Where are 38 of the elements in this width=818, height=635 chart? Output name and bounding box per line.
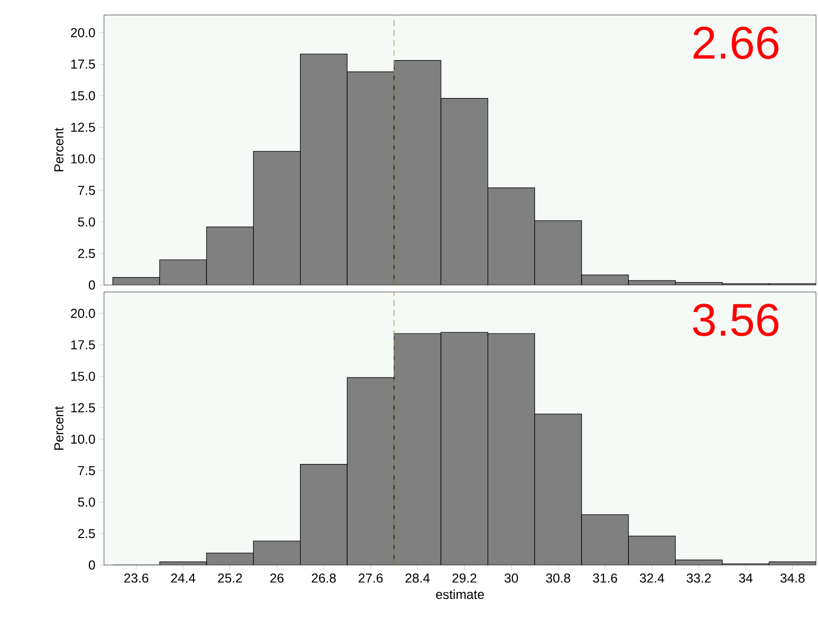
x-tick-label: 29.2 bbox=[452, 573, 476, 583]
x-tick-label: 34 bbox=[738, 573, 753, 583]
y-tick-label: 5.0 bbox=[78, 498, 95, 507]
annotation: 2.66 bbox=[694, 26, 778, 60]
y-tick-label: 15.0 bbox=[71, 372, 95, 381]
y-tick-label: 10.0 bbox=[71, 154, 95, 164]
y-tick-label: 7.5 bbox=[78, 186, 95, 195]
y-tick-label: 17.5 bbox=[71, 340, 95, 350]
y-tick-label: 2.5 bbox=[78, 528, 95, 538]
y-axis-title: Percent bbox=[54, 406, 64, 450]
x-tick-label: 33.2 bbox=[686, 573, 711, 583]
y-tick-label: 15.0 bbox=[71, 91, 95, 100]
y-tick-label: 20.0 bbox=[70, 308, 95, 318]
y-tick-label: 17.5 bbox=[71, 60, 95, 69]
x-axis-title: estimate bbox=[436, 590, 484, 600]
x-tick-label: 26.8 bbox=[312, 573, 336, 583]
x-tick-label: 26 bbox=[270, 573, 284, 583]
y-tick-label: 12.5 bbox=[71, 403, 95, 412]
x-tick-label: 28.4 bbox=[406, 573, 430, 583]
y-tick-label: 0 bbox=[88, 560, 95, 570]
x-tick-label: 30 bbox=[504, 573, 518, 583]
x-tick-label: 27.6 bbox=[358, 573, 383, 583]
y-tick-label: 7.5 bbox=[78, 466, 95, 476]
y-tick-label: 12.5 bbox=[71, 122, 95, 132]
x-tick-label: 30.8 bbox=[546, 573, 570, 583]
annotation: 3.56 bbox=[693, 304, 778, 336]
y-tick-label: 10.0 bbox=[71, 434, 95, 444]
x-tick-label: 31.6 bbox=[592, 573, 618, 583]
y-tick-label: 0 bbox=[88, 280, 95, 290]
x-tick-label: 25.2 bbox=[218, 573, 242, 583]
x-tick-label: 23.6 bbox=[124, 573, 148, 583]
y-axis-title: Percent bbox=[54, 128, 64, 172]
x-tick-label: 34.8 bbox=[780, 573, 805, 583]
y-tick-label: 20.0 bbox=[70, 28, 95, 38]
x-tick-label: 24.4 bbox=[171, 573, 196, 583]
y-tick-label: 2.5 bbox=[78, 248, 95, 258]
y-tick-label: 5.0 bbox=[78, 217, 95, 226]
x-tick-label: 32.4 bbox=[640, 573, 664, 583]
